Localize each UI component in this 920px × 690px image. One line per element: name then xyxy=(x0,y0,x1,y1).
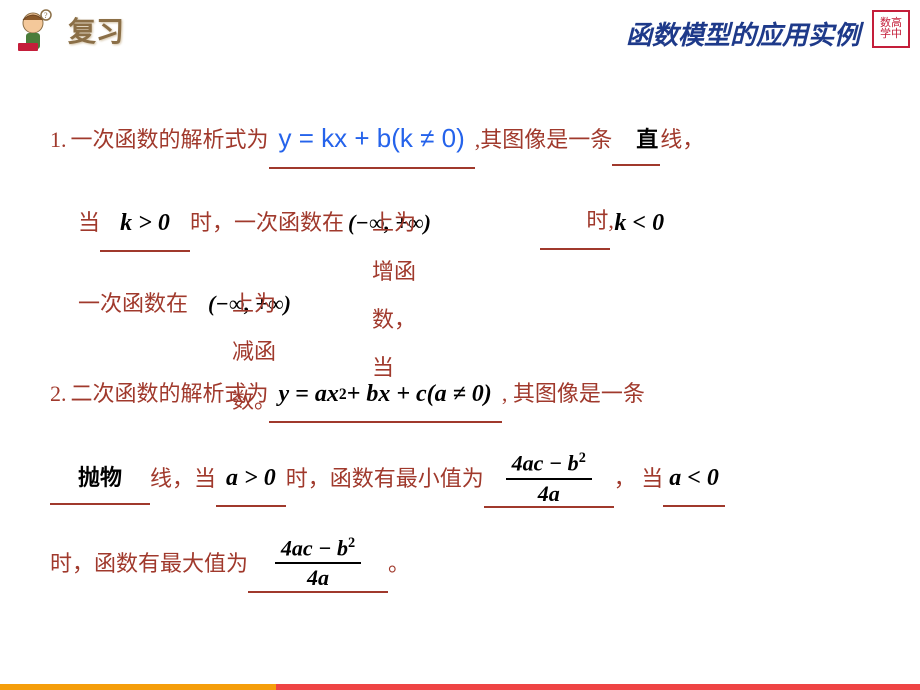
page-title: 函数模型的应用实例 xyxy=(626,15,860,52)
q1-text3: 线， xyxy=(660,116,704,164)
q1-answer1: 直 xyxy=(636,127,658,152)
q2-f1-exp: 2 xyxy=(339,378,347,412)
q1-formula1: y = kx + b(k ≠ 0) xyxy=(275,110,469,167)
q1-blank2: 直 xyxy=(612,116,660,166)
q2-blank2: 抛物 xyxy=(50,454,150,504)
q2-frac2-den: 4a xyxy=(301,564,335,590)
q1-text8: 一次函数在 xyxy=(78,280,188,328)
q2-f1ne: 2 xyxy=(579,450,586,466)
q2-f1n: 4ac − b xyxy=(512,451,579,476)
q2-fraction1: 4ac − b2 4a xyxy=(506,451,592,506)
q2-answer1: 抛物 xyxy=(78,465,122,490)
q2-text3: 线，当 xyxy=(150,455,216,503)
q1-line3: 一次函数在 (−∞, +∞) 上为减函数。 xyxy=(78,280,870,328)
q2-text2: , 其图像是一条 xyxy=(502,370,645,418)
q2-blank3: a > 0 xyxy=(216,452,286,507)
q2-f2ne: 2 xyxy=(348,535,355,551)
q2-formula2: a > 0 xyxy=(222,452,280,505)
thinking-student-icon: ? xyxy=(8,5,58,55)
q1-text4: 当 xyxy=(78,199,100,247)
q2-text5: ， 当 xyxy=(614,455,664,503)
q2-number: 2. xyxy=(50,370,67,418)
q2-f2n: 4ac − b xyxy=(281,535,348,560)
q1-overlap2: k < 0 时, xyxy=(610,197,668,250)
q1-formula4: k < 0 xyxy=(610,197,668,250)
q2-text8: 。 xyxy=(388,540,410,588)
q2-frac1-num: 4ac − b2 xyxy=(506,451,592,480)
q2-blank6: 4ac − b2 4a xyxy=(248,536,388,593)
q2-fraction2: 4ac − b2 4a xyxy=(275,536,361,591)
q2-text7: 时，函数有最大值为 xyxy=(50,540,248,588)
q2-text4: 时，函数有最小值为 xyxy=(286,455,484,503)
q1-formula3b: 上为增函数，当 xyxy=(372,199,435,393)
q2-blank4: 4ac − b2 4a xyxy=(484,451,614,508)
q1-line2: 当 k > 0 时，一次函数在 (−∞, +∞) 上为增函数，当 k < 0 时… xyxy=(78,197,870,252)
subject-stamp: 数高 学中 xyxy=(872,10,910,48)
q1-text5: 时，一次函数在 xyxy=(190,199,344,247)
q2-frac1-den: 4a xyxy=(532,480,566,506)
q1-formula5b: 上为减函数。 xyxy=(232,280,295,425)
q1-text7: 时, xyxy=(586,197,614,245)
stamp-row-2: 学中 xyxy=(880,29,902,40)
q1-formula2: k > 0 xyxy=(116,197,174,250)
svg-text:?: ? xyxy=(44,11,48,20)
q1-overlap3: (−∞, +∞) 上为减函数。 xyxy=(204,280,295,328)
q1-overlap1: (−∞, +∞) 上为增函数，当 xyxy=(344,199,435,247)
q1-blank1: y = kx + b(k ≠ 0) xyxy=(269,110,475,169)
q2-formula3: a < 0 xyxy=(665,452,723,505)
q2-frac2-num: 4ac − b2 xyxy=(275,536,361,565)
q2-line2: 抛物 线，当 a > 0 时，函数有最小值为 4ac − b2 4a ， 当 a… xyxy=(50,451,870,508)
content-area: 1. 一次函数的解析式为 y = kx + b(k ≠ 0) ,其图像是一条 直… xyxy=(0,60,920,593)
q1-number: 1. xyxy=(50,116,67,164)
q2-line1: 2. 二次函数的解析式为 y = ax2 + bx + c(a ≠ 0) , 其… xyxy=(50,368,870,423)
q1-text1: 一次函数的解析式为 xyxy=(71,116,269,164)
header-bar: ? 复习 函数模型的应用实例 数高 学中 xyxy=(0,0,920,60)
q1-blank3: k > 0 xyxy=(100,197,190,252)
q1-line1: 1. 一次函数的解析式为 y = kx + b(k ≠ 0) ,其图像是一条 直… xyxy=(50,110,870,169)
q2-blank5: a < 0 xyxy=(663,452,725,507)
q2-line3: 时，函数有最大值为 4ac − b2 4a 。 xyxy=(50,536,870,593)
footer-accent-bar xyxy=(0,684,920,690)
review-label: 复习 xyxy=(68,10,124,50)
q1-text2: ,其图像是一条 xyxy=(475,116,613,164)
